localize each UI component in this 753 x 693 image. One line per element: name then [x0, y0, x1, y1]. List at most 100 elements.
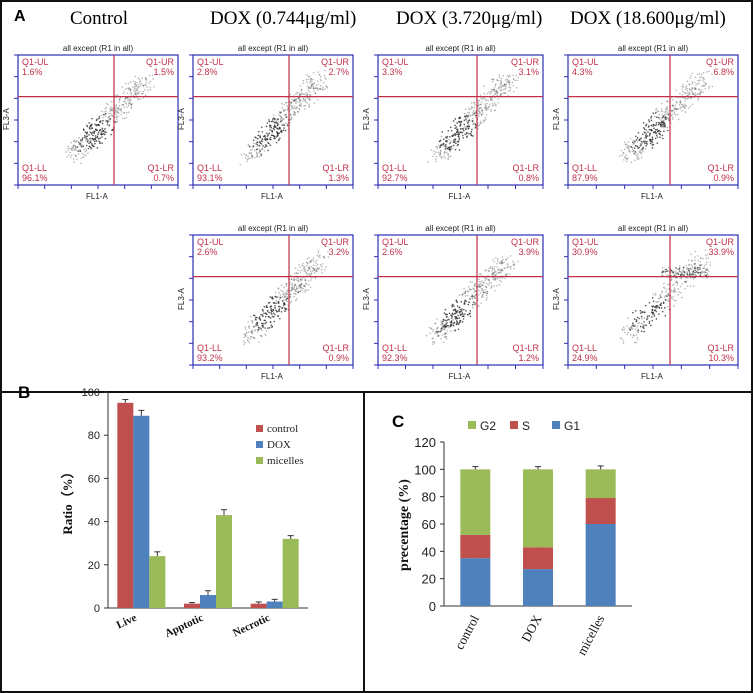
event-dot: [134, 83, 136, 85]
event-dot: [290, 101, 292, 103]
event-dot: [116, 110, 119, 113]
panel-a-label: A: [14, 8, 26, 25]
event-dot: [314, 92, 317, 94]
event-dot: [280, 117, 283, 120]
event-dot: [256, 144, 259, 146]
event-dot: [104, 107, 106, 110]
event-dot: [467, 127, 470, 130]
event-dot: [81, 140, 83, 143]
event-dot: [145, 84, 147, 87]
event-dot: [439, 146, 441, 149]
stack-G1-micelles: [585, 524, 616, 606]
event-dot: [507, 90, 510, 93]
event-dot: [85, 149, 88, 152]
flow-plot-2: all except (R1 in all) FL1-A FL3-A Q1-UL2.8…: [177, 44, 354, 201]
event-dot: [494, 84, 497, 86]
flow-plot-4: all except (R1 in all)FL1-AFL3-AQ1-UL4.3…: [552, 44, 739, 201]
event-dot: [127, 88, 130, 91]
event-dot: [114, 116, 117, 118]
event-dot: [450, 140, 452, 143]
event-dot: [433, 150, 435, 152]
event-dot: [125, 103, 128, 105]
event-dot: [466, 126, 468, 128]
event-dot: [250, 153, 253, 156]
event-dot: [127, 82, 130, 85]
event-dot: [145, 81, 148, 84]
event-dot: [77, 153, 80, 156]
event-dot: [76, 146, 79, 148]
event-dot: [442, 145, 445, 147]
event-dot: [303, 108, 306, 110]
event-dot: [439, 152, 442, 155]
event-dot: [683, 107, 686, 109]
event-dot: [80, 146, 83, 148]
event-dot: [297, 111, 300, 113]
event-dot: [312, 78, 314, 81]
event-dot: [504, 85, 506, 87]
event-dot: [129, 89, 132, 91]
event-dot: [480, 106, 483, 109]
event-dot: [310, 80, 313, 83]
event-dot: [294, 102, 297, 105]
event-dot: [258, 130, 260, 133]
event-dot: [654, 137, 657, 140]
event-dot: [485, 107, 487, 109]
event-dot: [73, 161, 75, 163]
event-dot: [480, 108, 483, 111]
event-dot: [250, 149, 252, 151]
event-dot: [117, 115, 119, 117]
event-dot: [88, 142, 90, 145]
event-dot: [430, 149, 433, 151]
event-dot: [444, 151, 446, 154]
event-dot: [655, 122, 658, 124]
event-dot: [245, 154, 247, 157]
event-dot: [293, 113, 295, 116]
event-dot: [317, 83, 319, 86]
event-dot: [441, 156, 443, 158]
legend-label-S: S: [522, 419, 530, 433]
event-dot: [85, 137, 88, 140]
event-dot: [628, 150, 631, 152]
event-dot: [140, 82, 143, 85]
event-dot: [665, 100, 668, 103]
event-dot: [671, 109, 674, 112]
event-dot: [279, 111, 282, 114]
event-dot: [483, 119, 485, 121]
event-dot: [498, 85, 501, 88]
y-tick-label: 40: [422, 544, 436, 559]
event-dot: [314, 87, 317, 89]
event-dot: [628, 149, 630, 151]
event-dot: [246, 158, 249, 161]
event-dot: [105, 120, 107, 122]
event-dot: [683, 105, 685, 107]
event-dot: [84, 131, 87, 134]
event-dot: [490, 91, 492, 93]
event-dot: [675, 100, 678, 103]
event-dot: [470, 134, 473, 137]
event-dot: [149, 88, 152, 91]
event-dot: [324, 69, 326, 72]
event-dot: [270, 138, 272, 141]
event-dot: [273, 128, 276, 131]
event-dot: [88, 145, 91, 148]
event-dot: [258, 156, 260, 158]
event-dot: [252, 145, 255, 147]
event-dot: [499, 83, 502, 85]
event-dot: [654, 132, 657, 134]
event-dot: [69, 147, 71, 150]
event-dot: [133, 96, 136, 99]
event-dot: [468, 118, 471, 121]
event-dot: [319, 88, 322, 90]
event-dot: [444, 140, 447, 143]
event-dot: [136, 92, 138, 94]
y-tick-label: 80: [422, 490, 436, 505]
event-dot: [645, 145, 647, 147]
event-dot: [684, 97, 686, 100]
event-dot: [269, 144, 272, 147]
event-dot: [501, 85, 504, 87]
event-dot: [502, 74, 505, 77]
event-dot: [82, 145, 85, 148]
event-dot: [91, 123, 93, 126]
event-dot: [67, 149, 70, 152]
event-dot: [698, 76, 701, 79]
